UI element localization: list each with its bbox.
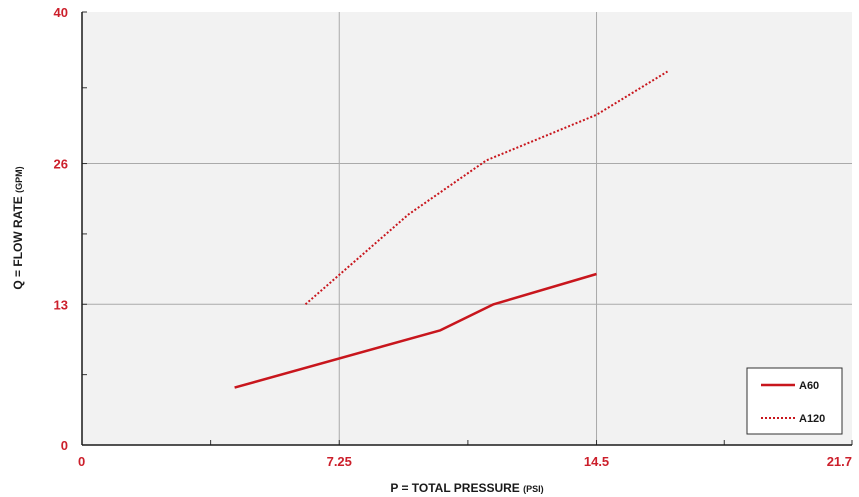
x-tick-label: 7.25: [327, 454, 352, 469]
x-axis-title: P = TOTAL PRESSURE (PSI): [390, 481, 543, 495]
minor-ticks: [82, 11, 853, 445]
series-lines: [234, 70, 669, 389]
legend-label-a120: A120: [799, 413, 825, 425]
series-line-a60: [234, 272, 597, 389]
y-tick-labels: 0 13 26 40: [54, 5, 68, 453]
y-tick-label: 13: [54, 297, 68, 312]
legend-box: [746, 367, 843, 435]
axes: [81, 12, 852, 446]
grid-lines: [82, 12, 852, 445]
legend-label-a60: A60: [799, 380, 819, 392]
y-axis-title: Q = FLOW RATE (GPM): [11, 166, 25, 289]
plot-area: [82, 12, 852, 445]
legend: A60 A120: [746, 367, 843, 435]
x-tick-label: 21.7: [827, 454, 852, 469]
y-tick-label: 26: [54, 157, 68, 172]
y-tick-label: 0: [61, 438, 68, 453]
x-tick-label: 14.5: [584, 454, 609, 469]
y-tick-label: 40: [54, 5, 68, 20]
x-tick-labels: 0 7.25 14.5 21.7: [78, 454, 852, 469]
x-tick-label: 0: [78, 454, 85, 469]
